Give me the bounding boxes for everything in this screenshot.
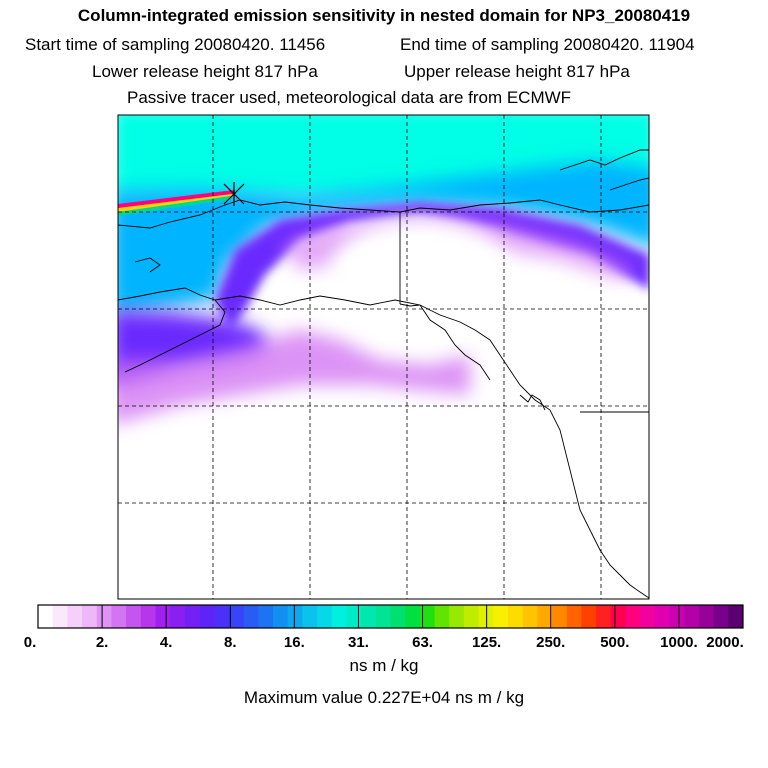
colorbar-segment — [140, 605, 156, 628]
colorbar-segment — [698, 605, 715, 628]
colorbar-segment — [728, 605, 744, 628]
release-plume — [118, 190, 236, 216]
colorbar-segment — [449, 605, 465, 628]
colorbar-segment — [537, 605, 553, 628]
colorbar-segment — [302, 605, 318, 628]
maximum-value-label: Maximum value 0.227E+04 ns m / kg — [243, 688, 525, 707]
tracer-info-label: Passive tracer used, meteorological data… — [127, 88, 572, 107]
colorbar-segment — [184, 605, 200, 628]
colorbar-segment — [654, 605, 670, 628]
border-corner — [399, 303, 421, 307]
colorbar-segment — [640, 605, 656, 628]
colorbar-segment — [331, 605, 347, 628]
plume-band-mid — [118, 194, 234, 212]
colorbar-segment — [287, 605, 303, 628]
colorbar-segment — [228, 605, 245, 628]
colorbar-segment — [610, 605, 626, 628]
colorbar-tick-label: 500. — [600, 634, 630, 651]
colorbar-segment — [522, 605, 538, 628]
colorbar-segment — [684, 605, 700, 628]
end-time-label: End time of sampling 20080420. 11904 — [400, 35, 695, 54]
colorbar-segment — [346, 605, 362, 628]
colorbar-segment — [596, 605, 612, 628]
colorbar-segment — [713, 605, 729, 628]
colorbar-segment — [111, 605, 127, 628]
colorbar-segment — [96, 605, 112, 628]
colorbar-segment — [405, 605, 421, 628]
arctic-coastline — [118, 199, 649, 229]
colorbar-tick-label: 4. — [159, 634, 173, 651]
colorbar-unit-label: ns m / kg — [349, 656, 419, 675]
political-borders — [399, 212, 649, 413]
figure-title: Column-integrated emission sensitivity i… — [77, 6, 691, 25]
colorbar-tick-label: 125. — [472, 634, 502, 651]
colorbar-segment — [625, 605, 641, 628]
colorbar-segment — [199, 605, 215, 628]
colorbar-segment — [38, 605, 54, 628]
coastlines — [118, 149, 649, 599]
colorbar-segment — [258, 605, 274, 628]
colorbar-segment — [82, 605, 98, 628]
colorbar-segment — [581, 605, 597, 628]
field-mid-zone — [118, 160, 649, 314]
colorbar-tick-label: 63. — [412, 634, 433, 651]
alaska-peninsula — [124, 299, 226, 373]
colorbar-tick-label: 31. — [348, 634, 369, 651]
colorbar-segment — [214, 605, 230, 628]
colorbar-segment — [155, 605, 171, 628]
colorbar-segment — [170, 605, 186, 628]
colorbar-segment — [361, 605, 377, 628]
colorbar-segment — [390, 605, 406, 628]
field-faint-zone — [118, 330, 470, 423]
start-time-label: Start time of sampling 20080420. 11456 — [25, 35, 326, 54]
graticule — [118, 115, 649, 599]
colorbar-segment — [67, 605, 83, 628]
colorbar-tick-label: 2. — [95, 634, 109, 651]
colorbar-tick-label: 250. — [536, 634, 566, 651]
map-frame — [117, 114, 650, 600]
colorbar-segment — [317, 605, 333, 628]
field-clear-zone — [330, 220, 510, 320]
colorbar-tick-label: 1000. — [660, 634, 698, 651]
colorbar-segment — [126, 605, 142, 628]
colorbar — [38, 605, 744, 628]
colorbar-tick-label: 16. — [283, 634, 305, 651]
sensitivity-field — [118, 115, 649, 599]
colorbar-segment — [243, 605, 259, 628]
upper-release-label: Upper release height 817 hPa — [404, 62, 630, 81]
colorbar-segment — [434, 605, 450, 628]
colorbar-segment — [463, 605, 480, 628]
coast-detail — [134, 257, 161, 273]
release-site-marker — [223, 182, 245, 206]
colorbar-tick-label: 2000. — [706, 634, 744, 651]
colorbar-segment — [52, 605, 68, 628]
colorbar-segment — [508, 605, 524, 628]
colorbar-segment — [419, 605, 435, 628]
colorbar-dividers — [101, 605, 680, 628]
colorbar-segment — [273, 605, 289, 628]
arctic-islands-south — [609, 177, 649, 191]
colorbar-tick-label: 0. — [23, 634, 37, 651]
colorbar-segment — [375, 605, 391, 628]
vancouver-island — [519, 394, 546, 411]
panhandle-coast — [419, 304, 491, 381]
colorbar-segment — [669, 605, 685, 628]
colorbar-frame — [37, 604, 744, 629]
colorbar-segment — [566, 605, 582, 628]
lower-release-label: Lower release height 817 hPa — [92, 62, 318, 81]
arctic-islands — [559, 149, 649, 171]
colorbar-segment — [552, 605, 568, 628]
colorbar-tick-label: 8. — [224, 634, 237, 651]
pacific-coastline — [118, 287, 649, 599]
colorbar-segment — [493, 605, 509, 628]
plume-band-edge — [118, 196, 232, 216]
